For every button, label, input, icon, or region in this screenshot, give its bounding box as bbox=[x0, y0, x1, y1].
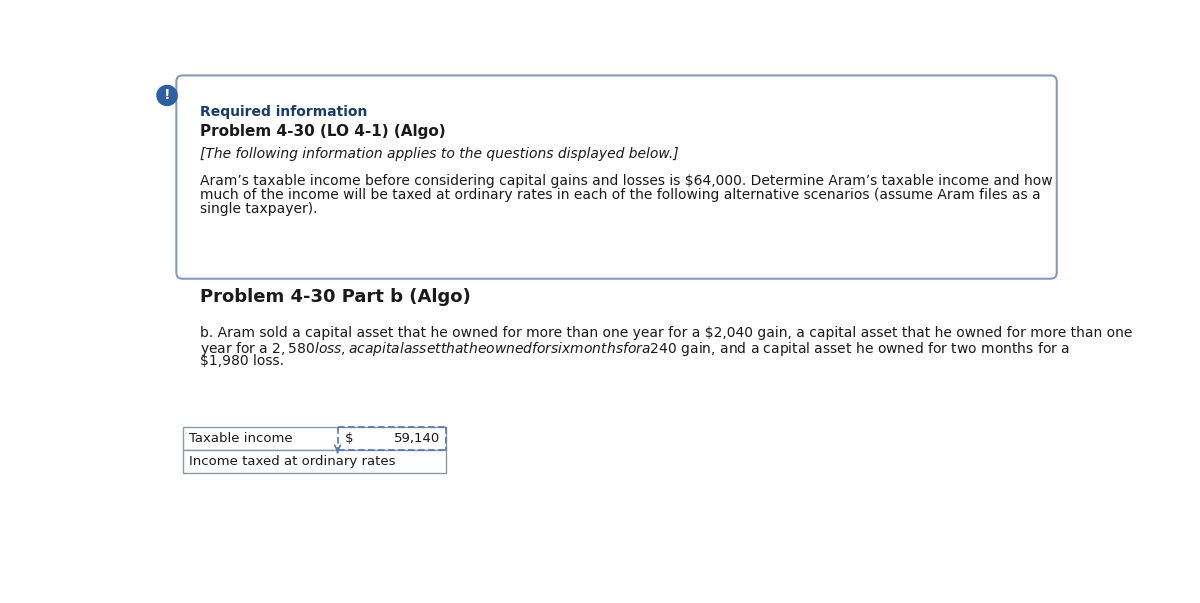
Text: Problem 4-30 Part b (Algo): Problem 4-30 Part b (Algo) bbox=[199, 288, 470, 306]
FancyBboxPatch shape bbox=[176, 75, 1057, 279]
Text: single taxpayer).: single taxpayer). bbox=[199, 202, 317, 216]
Text: !: ! bbox=[163, 89, 170, 103]
Text: year for a $2,580 loss, a capital asset that he owned for six months for a $240 : year for a $2,580 loss, a capital asset … bbox=[199, 340, 1069, 358]
Text: Aram’s taxable income before considering capital gains and losses is $64,000. De: Aram’s taxable income before considering… bbox=[199, 174, 1052, 188]
Text: $1,980 loss.: $1,980 loss. bbox=[199, 354, 283, 368]
Bar bbox=[182, 450, 446, 473]
Text: [The following information applies to the questions displayed below.]: [The following information applies to th… bbox=[199, 147, 678, 161]
Text: 59,140: 59,140 bbox=[394, 432, 440, 444]
Text: Problem 4-30 (LO 4-1) (Algo): Problem 4-30 (LO 4-1) (Algo) bbox=[199, 124, 445, 139]
Text: Required information: Required information bbox=[199, 105, 367, 119]
Circle shape bbox=[157, 86, 178, 106]
Text: $: $ bbox=[346, 432, 354, 444]
Bar bbox=[182, 426, 446, 450]
Text: Income taxed at ordinary rates: Income taxed at ordinary rates bbox=[188, 455, 395, 468]
Text: b. Aram sold a capital asset that he owned for more than one year for a $2,040 g: b. Aram sold a capital asset that he own… bbox=[199, 326, 1132, 341]
Text: Taxable income: Taxable income bbox=[188, 432, 293, 444]
Text: much of the income will be taxed at ordinary rates in each of the following alte: much of the income will be taxed at ordi… bbox=[199, 188, 1040, 202]
